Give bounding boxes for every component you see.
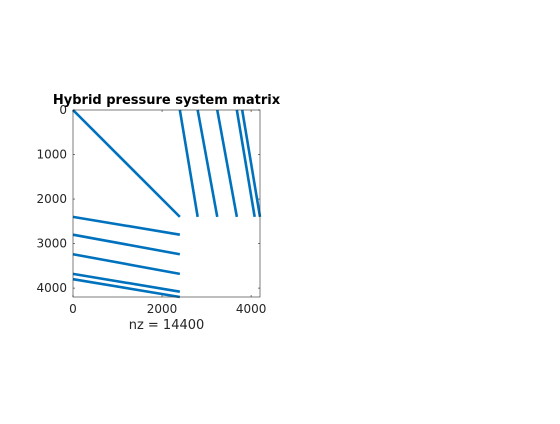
axes-box bbox=[72, 109, 261, 298]
nonzero-band-2 bbox=[178, 109, 199, 218]
x-tick-label: 2000 bbox=[147, 302, 178, 316]
chart-title: Hybrid pressure system matrix bbox=[53, 93, 281, 108]
x-axis-ticks: 0 2000 4000 bbox=[69, 110, 266, 316]
x-axis-label: nz = 14400 bbox=[129, 318, 205, 333]
nonzero-band-3 bbox=[196, 109, 219, 218]
nonzero-band-5 bbox=[235, 109, 256, 218]
x-tick-label: 0 bbox=[69, 302, 77, 316]
y-tick-label: 1000 bbox=[36, 148, 67, 162]
nonzero-band-7 bbox=[72, 215, 181, 236]
y-tick-label: 2000 bbox=[36, 192, 67, 206]
y-tick-label: 3000 bbox=[36, 237, 67, 251]
x-tick-label: 4000 bbox=[236, 302, 267, 316]
data-marks bbox=[72, 109, 262, 299]
nonzero-band-11 bbox=[72, 277, 181, 299]
nonzero-band-9 bbox=[72, 252, 181, 276]
y-axis-ticks: 0 1000 2000 3000 4000 bbox=[36, 103, 260, 295]
nonzero-band-10 bbox=[72, 272, 181, 293]
nonzero-band-1 bbox=[72, 109, 181, 218]
y-tick-label: 4000 bbox=[36, 281, 67, 295]
y-tick-label: 0 bbox=[59, 103, 67, 117]
nonzero-band-4 bbox=[215, 109, 239, 218]
nonzero-band-8 bbox=[72, 233, 181, 256]
nonzero-band-6 bbox=[240, 109, 262, 218]
